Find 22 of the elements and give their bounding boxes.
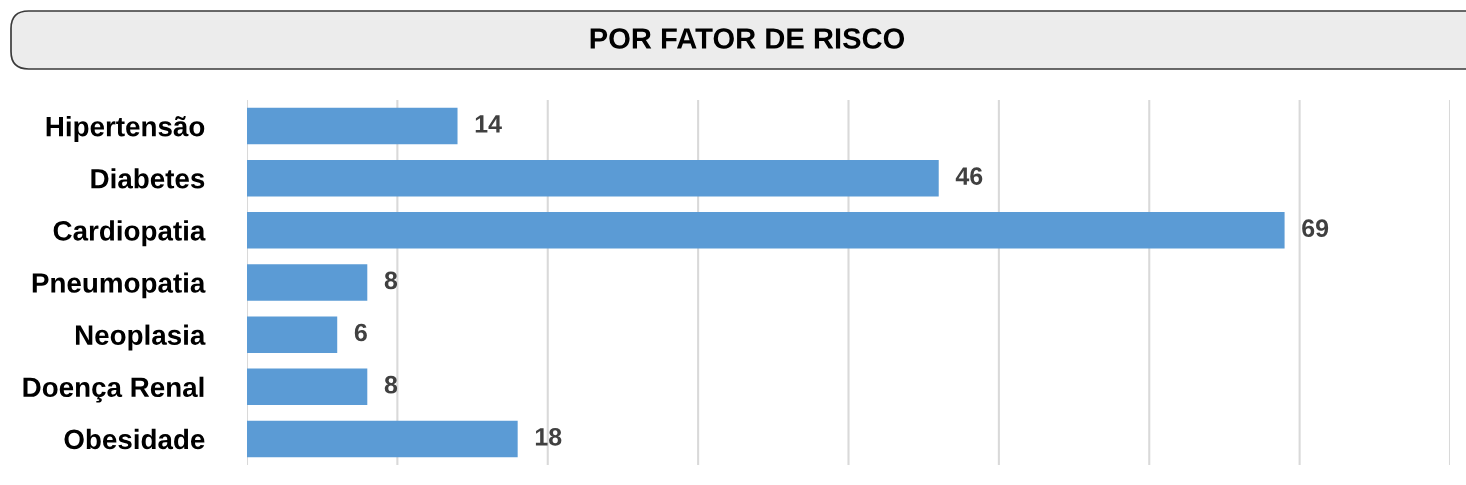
data-label: 8 [384, 271, 398, 290]
data-label: 69 [1302, 219, 1329, 238]
data-label: 18 [535, 427, 562, 446]
y-tick-label: Pneumopatia [32, 272, 206, 299]
bar [247, 368, 368, 406]
data-label: 8 [384, 375, 398, 394]
bar [247, 316, 338, 353]
y-tick-label: Diabetes [91, 168, 205, 189]
bar [247, 420, 518, 458]
data-label: 6 [354, 323, 367, 342]
data-label: 46 [955, 167, 983, 185]
chart-title: POR FATOR DE RISCO [590, 28, 905, 49]
bar [247, 159, 939, 197]
bar [247, 264, 368, 301]
data-label: 14 [475, 115, 502, 133]
y-tick-label: Neoplasia [75, 324, 206, 351]
y-tick-label: Cardiopatia [53, 220, 206, 247]
y-tick-label: Doença Renal [23, 376, 204, 403]
y-tick-label: Obesidade [64, 428, 205, 450]
bar [247, 212, 1285, 249]
y-tick-label: Hipertensão [46, 116, 205, 142]
bar [247, 107, 458, 145]
